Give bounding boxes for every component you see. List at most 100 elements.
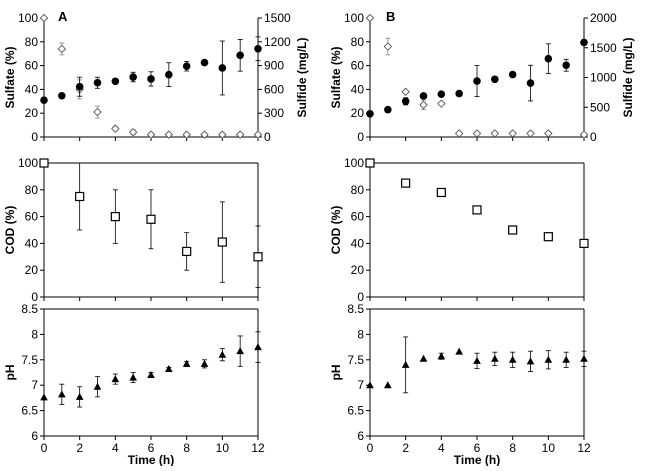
- A-sulfate-sulfate-point: [218, 130, 227, 139]
- B-sulfate-sulfate-point: [508, 129, 517, 138]
- A-sulfate-y-label: Sulfate (%): [3, 46, 17, 108]
- A-cod-ytick-label: 0: [31, 290, 38, 304]
- A-sulfate-sulfate-point: [57, 44, 67, 54]
- A-ph-xtick-label: 4: [112, 441, 119, 455]
- A-sulfate-sulfate-point: [146, 130, 156, 139]
- panel-a-sulfate: A 0 20 40 60 80 100 0 300 600 900 1200 1500 Sulfide …: [3, 9, 309, 144]
- A-cod-ytick-label: 20: [25, 263, 39, 277]
- A-cod-cod-point: [253, 252, 263, 262]
- A-ph-xtick-label: 6: [148, 441, 155, 455]
- A-ph-xtick-label: 12: [251, 441, 265, 455]
- A-ph-xtick-label: 2: [76, 441, 83, 455]
- B-sulfate-ytick-label: 20: [351, 106, 365, 120]
- A-ph-xtick-label: 0: [41, 441, 48, 455]
- A-cod-cod-point: [110, 212, 120, 222]
- A-sulfate-sulfide-point: [129, 73, 137, 81]
- A-cod-cod-point: [146, 214, 156, 224]
- A-cod-ytick-label: 40: [25, 236, 39, 250]
- A-sulfate-sulfide-point: [254, 44, 262, 53]
- A-sulfate-sulfate-point: [128, 128, 138, 137]
- A-sulfate-ytick-label: 0: [31, 130, 38, 144]
- A-sulfate-ytick-label: 40: [25, 82, 39, 96]
- A-ph-ph-point: [165, 364, 173, 372]
- B-ph-ytick-label: 7: [357, 378, 364, 392]
- B-cod-ytick-label: 0: [357, 290, 364, 304]
- B-ph-ph-point: [384, 381, 392, 389]
- B-sulfate-sulfide-point: [562, 61, 570, 70]
- A-sulfate-sulfide-point: [236, 51, 244, 60]
- B-ph-ytick-label: 8.5: [347, 302, 364, 316]
- B-ph-ph-point: [437, 352, 446, 360]
- A-ph-ph-point: [254, 343, 262, 351]
- B-cod-ytick-label: 80: [351, 183, 365, 197]
- A-ph-xtick-label: 8: [183, 441, 190, 455]
- A-sulfate-sulfate-point: [39, 13, 49, 23]
- A-cod-cod-point: [75, 191, 85, 202]
- A-sulfate-sulfate-point: [111, 124, 120, 133]
- A-ph-ph-point: [200, 359, 209, 367]
- A-sulfate-y2tick-label: 300: [264, 106, 284, 120]
- A-sulfate-y2tick-label: 600: [264, 82, 284, 96]
- A-cod-cod-point: [182, 246, 192, 257]
- A-ph-ytick-label: 8.5: [21, 302, 38, 316]
- A-ph-ph-point: [58, 390, 66, 398]
- B-sulfate-sulfate-point: [365, 13, 375, 23]
- A-ph-y-label: pH: [3, 365, 17, 381]
- B-sulfate-sulfide-point: [473, 77, 481, 85]
- B-cod-cod-point: [436, 187, 446, 198]
- B-sulfate-sulfate-point: [401, 87, 410, 97]
- B-sulfate-y2-label: Sulfide (mg/L): [621, 38, 635, 118]
- A-sulfate-sulfide-point: [218, 64, 227, 72]
- B-ph-ph-point: [562, 355, 570, 363]
- B-sulfate-sulfate-point: [437, 99, 446, 108]
- B-sulfate-y2tick-label: 1500: [590, 41, 617, 55]
- B-sulfate-sulfide-point: [437, 90, 446, 98]
- A-sulfate-sulfide-point: [75, 82, 84, 91]
- A-ph-ytick-label: 8: [31, 327, 38, 341]
- B-cod-ytick-label: 60: [351, 210, 365, 224]
- B-sulfate-sulfide-point: [401, 97, 410, 106]
- B-sulfate-ytick-label: 40: [351, 82, 365, 96]
- B-ph-y-label: pH: [329, 365, 343, 381]
- B-sulfate-sulfide-point: [580, 38, 588, 47]
- B-sulfate-sulfide-point: [384, 105, 392, 114]
- A-sulfate-ytick-label: 100: [18, 11, 38, 25]
- A-sulfate-ytick-label: 20: [25, 106, 39, 120]
- B-sulfate-sulfide-point: [419, 92, 428, 100]
- A-ph-ph-point: [182, 359, 191, 367]
- A-cod-ytick-label: 80: [25, 183, 39, 197]
- B-ph-ph-point: [455, 347, 463, 355]
- A-ph-ytick-label: 7: [31, 378, 38, 392]
- A-ph-ytick-label: 7.5: [21, 353, 38, 367]
- B-ph-xtick-label: 0: [367, 441, 374, 455]
- B-sulfate-sulfate-point: [526, 129, 535, 138]
- A-sulfate-sulfide-point: [147, 75, 155, 83]
- A-cod-cod-point: [39, 158, 49, 168]
- B-sulfate-ytick-label: 60: [351, 59, 365, 73]
- A-ph-ytick-label: 6: [31, 429, 38, 443]
- B-ph-ytick-label: 6: [357, 429, 364, 443]
- B-ph-ph-point: [491, 354, 499, 362]
- B-sulfate-ytick-label: 100: [344, 11, 364, 25]
- A-sulfate-sulfate-point: [93, 107, 102, 117]
- B-sulfate-sulfate-point: [490, 129, 500, 138]
- B-sulfate-sulfide-point: [491, 75, 499, 84]
- A-sulfate-sulfide-point: [111, 77, 120, 86]
- B-cod-cod-point: [543, 232, 553, 242]
- A-ph-xtick-label: 10: [216, 441, 230, 455]
- B-sulfate-sulfide-point: [544, 54, 553, 63]
- A-sulfate-sulfide-point: [93, 78, 102, 87]
- A-sulfate-y2tick-label: 900: [264, 59, 284, 73]
- B-cod-cod-point: [365, 158, 375, 168]
- B-ph-ph-point: [544, 355, 553, 363]
- A-sulfate-sulfide-point: [165, 70, 173, 79]
- B-sulfate-y2tick-label: 0: [590, 130, 597, 144]
- panel-b-ph: 6 6.5 7 7.5 8 8.5 0 2 4 6 8 10 12 pH Time (h): [329, 302, 591, 467]
- A-sulfate-y2tick-label: 1200: [264, 35, 291, 49]
- A-sulfate-sulfate-point: [182, 130, 191, 139]
- B-sulfate-sulfate-point: [544, 129, 553, 138]
- A-sulfate-ytick-label: 80: [25, 35, 39, 49]
- B-sulfate-sulfate-point: [454, 129, 464, 138]
